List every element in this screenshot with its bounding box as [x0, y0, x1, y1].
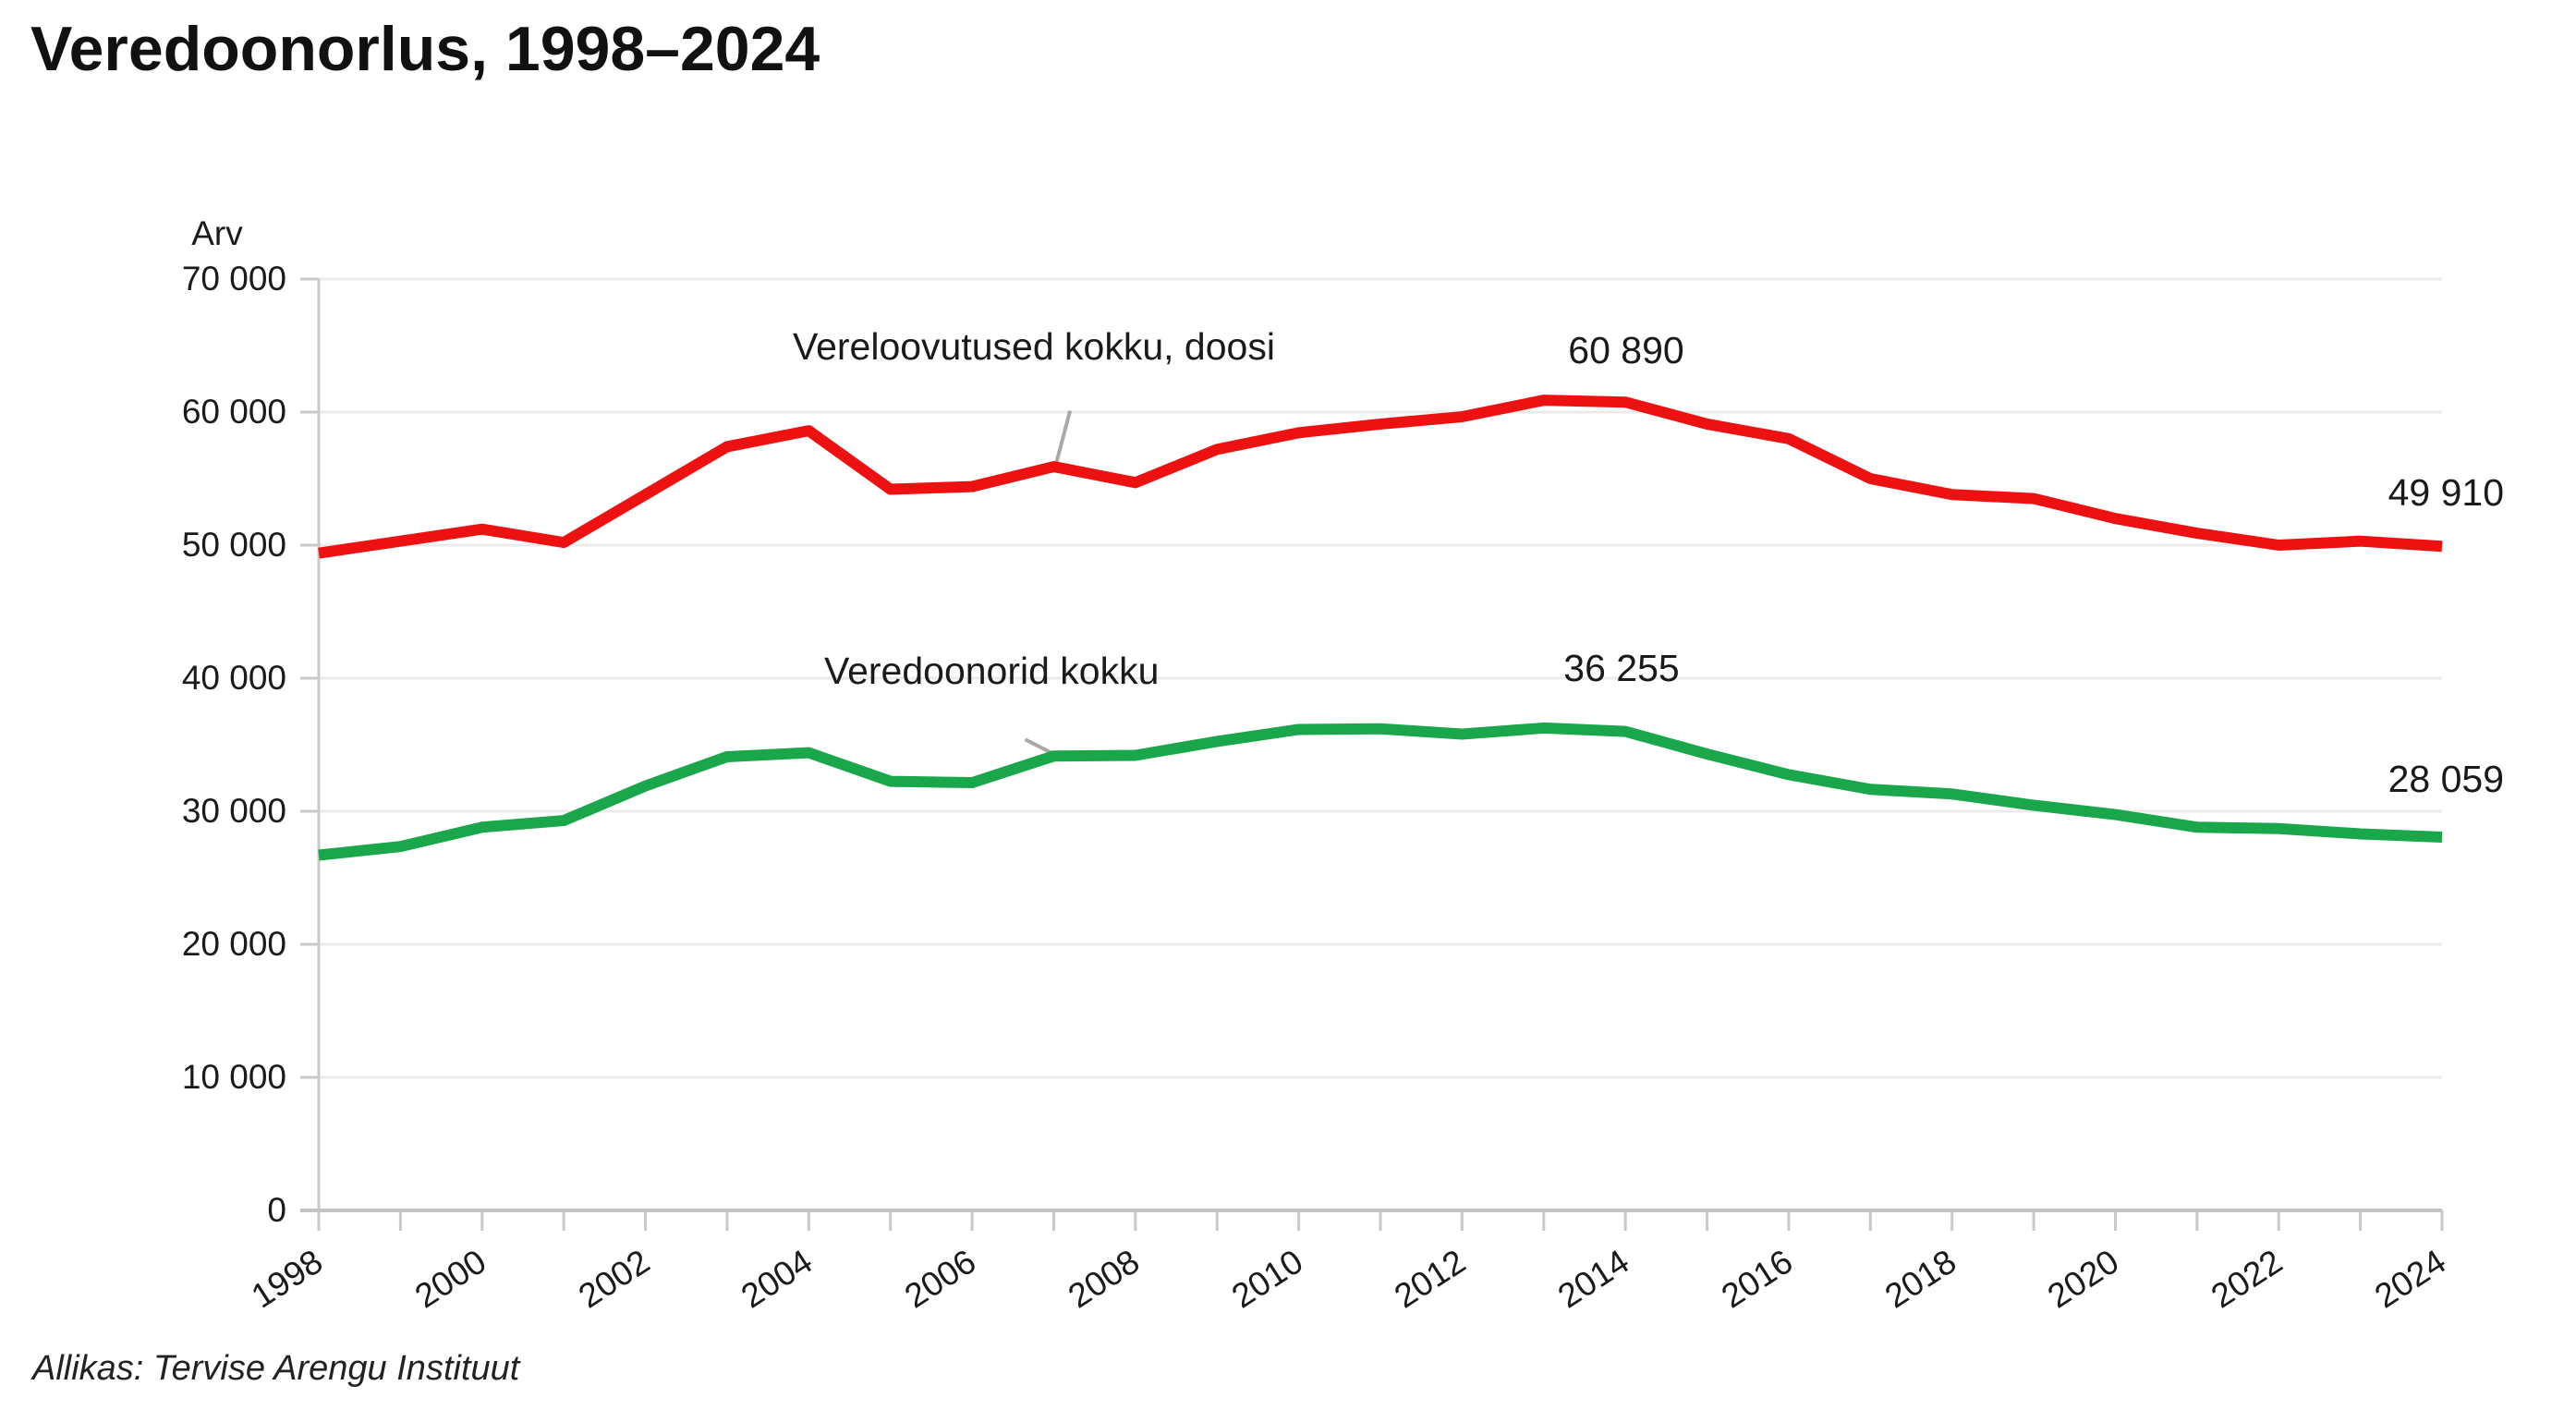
green-peak-value-label: 36 255 — [1563, 647, 1680, 689]
label-leader-line — [1054, 410, 1073, 464]
y-axis-label: 70 000 — [181, 260, 286, 298]
red-peak-value-label: 60 890 — [1568, 329, 1684, 371]
y-axis-label: 30 000 — [181, 792, 286, 830]
y-axis-label: 40 000 — [181, 659, 286, 697]
y-axis-label: 60 000 — [181, 393, 286, 431]
green-end-value-label: 28 059 — [2388, 758, 2504, 800]
series-line-donations — [318, 395, 2443, 559]
y-axis-label: 0 — [267, 1191, 286, 1229]
y-axis-label: 50 000 — [181, 526, 286, 564]
source-note: Allikas: Tervise Arengu Instituut — [32, 1349, 520, 1388]
green-series-label: Veredoonorid kokku — [824, 650, 1160, 692]
y-axis-label: 20 000 — [181, 925, 286, 963]
chart-title: Veredoonorlus, 1998–2024 — [30, 14, 820, 84]
series-line-donors — [318, 722, 2443, 861]
red-end-value-label: 49 910 — [2388, 471, 2504, 514]
label-leader-line — [1024, 737, 1055, 756]
y-axis-title: Arv — [191, 214, 243, 252]
red-series-label: Vereloovutused kokku, doosi — [793, 325, 1275, 368]
y-axis-label: 10 000 — [181, 1058, 286, 1096]
